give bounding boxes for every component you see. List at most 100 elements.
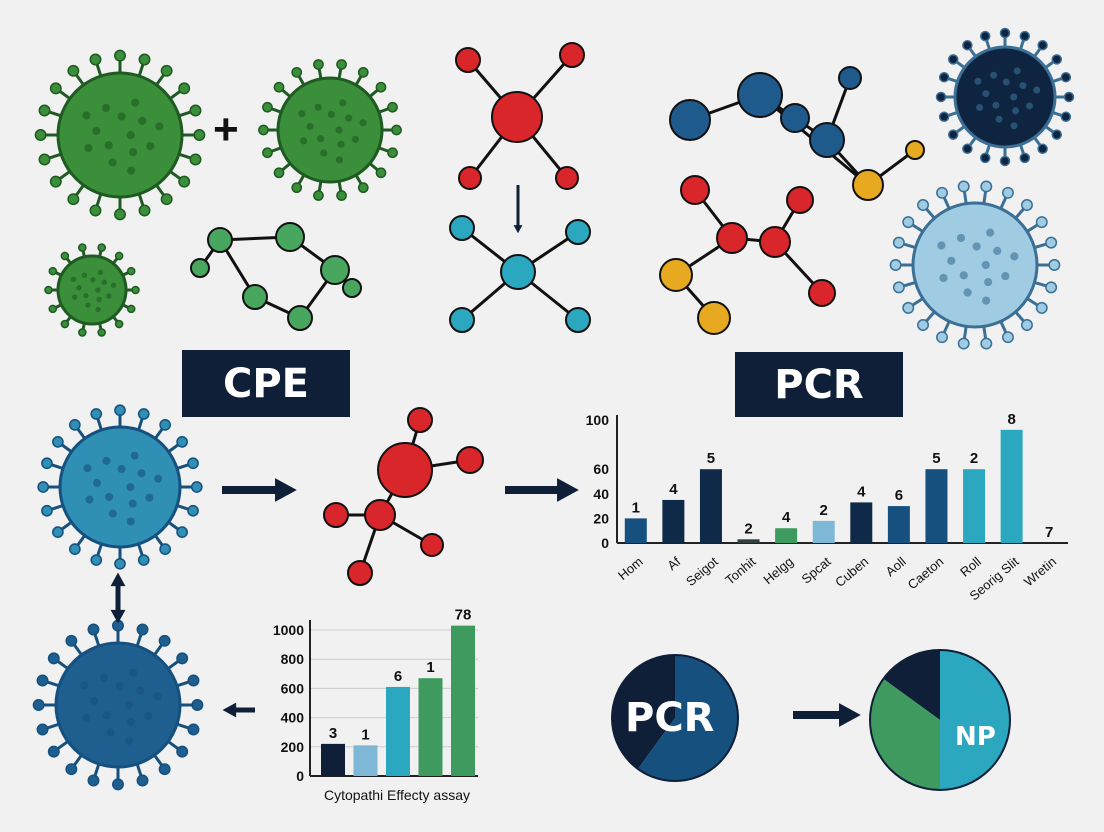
virus-spike-tip	[391, 124, 402, 136]
x-tick-label: Tonhit	[722, 554, 759, 588]
data-label: 4	[669, 481, 678, 498]
virus-dot	[956, 233, 966, 243]
cpe-bar-chart: 0 200 400 600 800 1000 3 1 6 1 78 Cytopathi Effecty…	[273, 607, 478, 803]
virus-dot	[981, 260, 990, 270]
virus-spike-tip	[291, 66, 303, 78]
virus-dot	[82, 111, 91, 120]
virus-dot	[138, 116, 147, 125]
bar	[662, 499, 685, 543]
virus-dot	[108, 509, 117, 518]
virus-spike-tip	[258, 124, 269, 136]
virus-spike-tip	[47, 652, 60, 665]
virus-spike-tip	[49, 175, 62, 188]
virus-spike-tip	[112, 778, 124, 791]
x-tick-label: Roll	[957, 554, 984, 580]
virus-dot	[81, 272, 88, 278]
y-tick-label: 600	[281, 680, 305, 696]
atom	[207, 227, 233, 253]
virus-dot	[959, 271, 968, 280]
atom	[500, 254, 536, 290]
bar	[699, 469, 722, 543]
pie-outline	[611, 654, 739, 782]
virus-dot	[154, 474, 163, 483]
virus-dot	[339, 99, 347, 107]
arrow-head	[110, 609, 126, 624]
virus-dot	[95, 287, 101, 293]
virus-dot	[83, 292, 89, 299]
atom	[555, 166, 579, 190]
pie-slice	[883, 650, 940, 720]
atom	[680, 175, 710, 205]
atom	[342, 278, 362, 298]
green-molecule	[190, 222, 362, 331]
virus-spike-tip	[947, 54, 959, 65]
virus-dot	[129, 147, 138, 157]
virus-spike-tip	[1020, 319, 1033, 331]
virus-spike-tip	[38, 104, 51, 117]
virus-dot	[335, 156, 343, 164]
virus-spike-tip	[357, 66, 369, 78]
atom	[455, 47, 481, 73]
data-label: 1	[632, 499, 640, 516]
arrow-head	[557, 478, 579, 502]
x-tick-label: Helgg	[760, 554, 796, 587]
virus-spike-tip	[178, 82, 191, 95]
x-tick-label: Af	[664, 554, 683, 574]
virus-spike-tip	[136, 774, 149, 787]
virus-dot	[99, 673, 109, 683]
virus-spike-tip	[160, 64, 173, 77]
virus-dot	[80, 681, 89, 690]
pie-slice	[612, 654, 675, 769]
virus-spike-tip	[137, 554, 150, 566]
virus-spike-tip	[189, 153, 202, 166]
atom	[449, 215, 475, 241]
virus-spike-tip	[48, 266, 58, 276]
virus-spike-tip	[36, 674, 49, 687]
green-virus	[258, 59, 402, 201]
bar	[624, 518, 647, 543]
virus-dot	[963, 288, 972, 297]
virus-spike-tip	[357, 182, 369, 194]
virus-body	[276, 76, 384, 184]
virus-dot	[126, 517, 135, 526]
virus-dot	[126, 483, 135, 491]
bar	[812, 520, 835, 543]
data-label: 1	[426, 659, 434, 676]
atom	[659, 258, 693, 292]
atom	[275, 222, 305, 252]
atom	[458, 166, 482, 190]
cyan-molecule	[449, 215, 591, 333]
x-tick-label: Caeton	[905, 554, 947, 592]
virus-spike-tip	[936, 331, 949, 344]
atom	[242, 284, 268, 310]
atom	[786, 186, 814, 214]
virus-spike-tip	[1001, 331, 1014, 344]
virus-spike-tip	[78, 243, 87, 252]
virus-dot	[76, 284, 82, 291]
right-arrow-2	[505, 478, 579, 502]
virus-spike-tip	[1063, 91, 1075, 103]
data-label: 5	[707, 450, 715, 467]
virus-dot	[1012, 107, 1020, 115]
virus-spike-tip	[87, 623, 100, 636]
virus-dot	[937, 241, 946, 250]
bar	[963, 469, 986, 543]
virus-dot	[102, 456, 111, 465]
bar	[1000, 429, 1023, 543]
virus-dot	[130, 451, 139, 460]
bar	[887, 506, 910, 543]
virus-spike-tip	[176, 436, 188, 448]
virus-dot	[72, 294, 78, 300]
virus-dot	[939, 273, 948, 283]
virus-spike-tip	[187, 504, 199, 517]
virus-spike-tip	[935, 91, 947, 103]
y-tick-label: 0	[601, 535, 609, 551]
virus-dot	[97, 269, 104, 275]
virus-dot	[976, 103, 984, 111]
atom	[347, 560, 373, 586]
data-label: 1	[361, 726, 369, 743]
virus-dot	[104, 141, 113, 150]
virus-dot	[974, 77, 982, 85]
virus-spike-tip	[1060, 71, 1072, 83]
